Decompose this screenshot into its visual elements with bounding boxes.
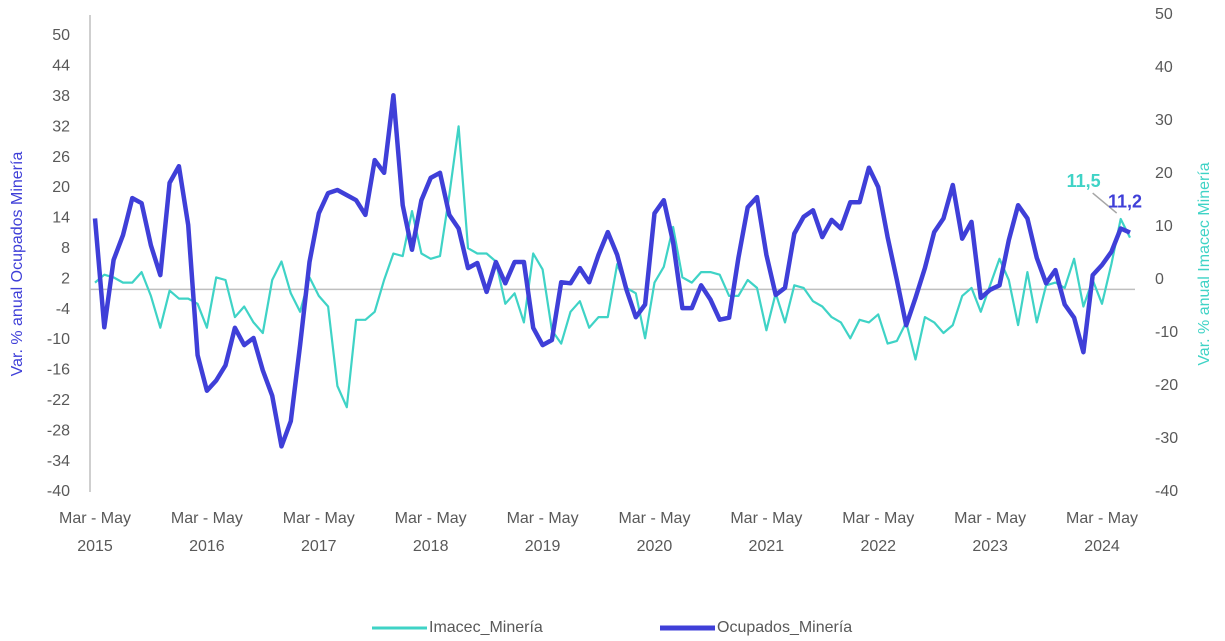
x-tick-label-line: Mar - May [618, 510, 690, 527]
y-axis-title: Var. % anual Ocupados Minería [9, 152, 26, 377]
y-tick-label: -28 [47, 422, 70, 439]
x-tick-label-line: 2022 [860, 538, 896, 555]
y2-tick-label: 30 [1155, 112, 1173, 129]
x-tick-label-line: 2018 [413, 538, 449, 555]
y2-tick-label: 10 [1155, 218, 1173, 235]
x-tick-label: Mar - May 2023 [954, 510, 1026, 555]
y-tick-label: 38 [52, 88, 70, 105]
x-tick-label-line: 2016 [189, 538, 225, 555]
y-tick-label: 50 [52, 27, 70, 44]
x-tick-label: Mar - May 2024 [1066, 510, 1138, 555]
line-series [92, 93, 1131, 449]
x-tick-label: Mar - May 2017 [283, 510, 355, 555]
x-tick-label-line: Mar - May [507, 510, 579, 527]
y-tick-label: 2 [61, 270, 70, 287]
y2-tick-label: 40 [1155, 59, 1173, 76]
y2-tick-label: -40 [1155, 483, 1178, 500]
y-tick-label: 20 [52, 179, 70, 196]
data-label: 11,2 [1108, 191, 1142, 211]
x-tick-label: Mar - May 2016 [171, 510, 243, 555]
x-tick-label-line: Mar - May [1066, 510, 1138, 527]
legend-label: Imacec_Minería [429, 619, 543, 636]
y-tick-label: -16 [47, 362, 70, 379]
x-tick-label-line: Mar - May [59, 510, 131, 527]
x-tick-label: Mar - May 2019 [507, 510, 579, 555]
x-tick-label: Mar - May 2022 [842, 510, 914, 555]
x-tick-label: Mar - May 2020 [618, 510, 690, 555]
x-tick-label: Mar - May 2021 [730, 510, 802, 555]
x-tick-label-line: 2015 [77, 538, 113, 555]
y-tick-label: 14 [52, 210, 70, 227]
leader-line [1092, 192, 1118, 214]
x-tick-label-line: 2024 [1084, 538, 1120, 555]
x-tick-label-line: Mar - May [954, 510, 1026, 527]
x-tick-label: Mar - May 2015 [59, 510, 131, 555]
y-tick-label: -22 [47, 392, 70, 409]
x-tick-label-line: 2021 [749, 538, 785, 555]
y-tick-label: 8 [61, 240, 70, 257]
x-tick-label-line: 2017 [301, 538, 337, 555]
y-tick-label: 32 [52, 118, 70, 135]
y-tick-label: 44 [52, 58, 70, 75]
y2-tick-label: 20 [1155, 165, 1173, 182]
x-tick-label-line: Mar - May [842, 510, 914, 527]
x-tick-label-line: Mar - May [395, 510, 467, 527]
y2-axis-title: Var. % anual Imacec Minería [1196, 162, 1213, 365]
y2-tick-label: -30 [1155, 430, 1178, 447]
x-tick-label-line: Mar - May [730, 510, 802, 527]
y-tick-label: 26 [52, 149, 70, 166]
x-tick-label-line: 2020 [637, 538, 673, 555]
x-tick-label-line: Mar - May [283, 510, 355, 527]
y2-tick-label: 0 [1155, 271, 1164, 288]
y-tick-label: -40 [47, 483, 70, 500]
line-series [94, 125, 1131, 409]
data-label: 11,5 [1067, 171, 1101, 191]
y2-tick-label: -10 [1155, 324, 1178, 341]
y-tick-label: -34 [47, 453, 70, 470]
y2-tick-label: -20 [1155, 377, 1178, 394]
y-tick-label: -10 [47, 331, 70, 348]
x-tick-label-line: 2023 [972, 538, 1008, 555]
y2-tick-label: 50 [1155, 6, 1173, 23]
y-tick-label: -4 [56, 301, 70, 318]
x-tick-label-line: 2019 [525, 538, 561, 555]
x-tick-label-line: Mar - May [171, 510, 243, 527]
x-tick-label: Mar - May 2018 [395, 510, 467, 555]
legend-label: Ocupados_Minería [717, 619, 852, 636]
